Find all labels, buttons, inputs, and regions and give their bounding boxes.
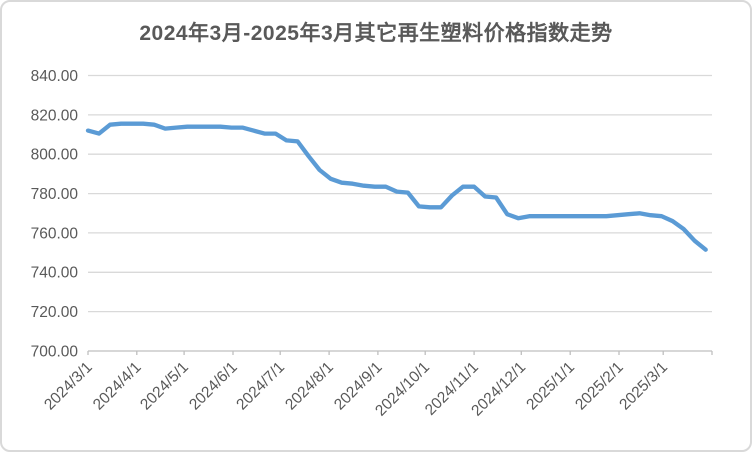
y-axis-label: 700.00 — [31, 343, 79, 360]
y-axis-label: 840.00 — [31, 68, 79, 85]
x-axis-label: 2024/8/1 — [282, 359, 337, 414]
y-axis-label: 740.00 — [31, 265, 79, 282]
y-axis-label: 780.00 — [31, 186, 79, 203]
x-axis-label: 2025/2/1 — [572, 359, 627, 414]
price-index-line — [85, 121, 708, 252]
x-axis-label: 2024/6/1 — [186, 359, 241, 414]
y-axis-label: 760.00 — [31, 225, 79, 242]
x-axis-label: 2024/4/1 — [90, 359, 145, 414]
x-axis-label: 2025/1/1 — [523, 359, 578, 414]
y-axis-label: 800.00 — [31, 147, 79, 164]
y-axis-label: 720.00 — [31, 304, 79, 321]
x-axis-label: 2024/3/1 — [41, 359, 96, 414]
chart-title: 2024年3月-2025年3月其它再生塑料价格指数走势 — [139, 22, 613, 45]
x-axis-label: 2024/7/1 — [233, 359, 288, 414]
x-axis-label: 2024/5/1 — [137, 359, 192, 414]
y-axis-label: 820.00 — [31, 107, 79, 124]
x-axis-label: 2025/3/1 — [616, 359, 671, 414]
